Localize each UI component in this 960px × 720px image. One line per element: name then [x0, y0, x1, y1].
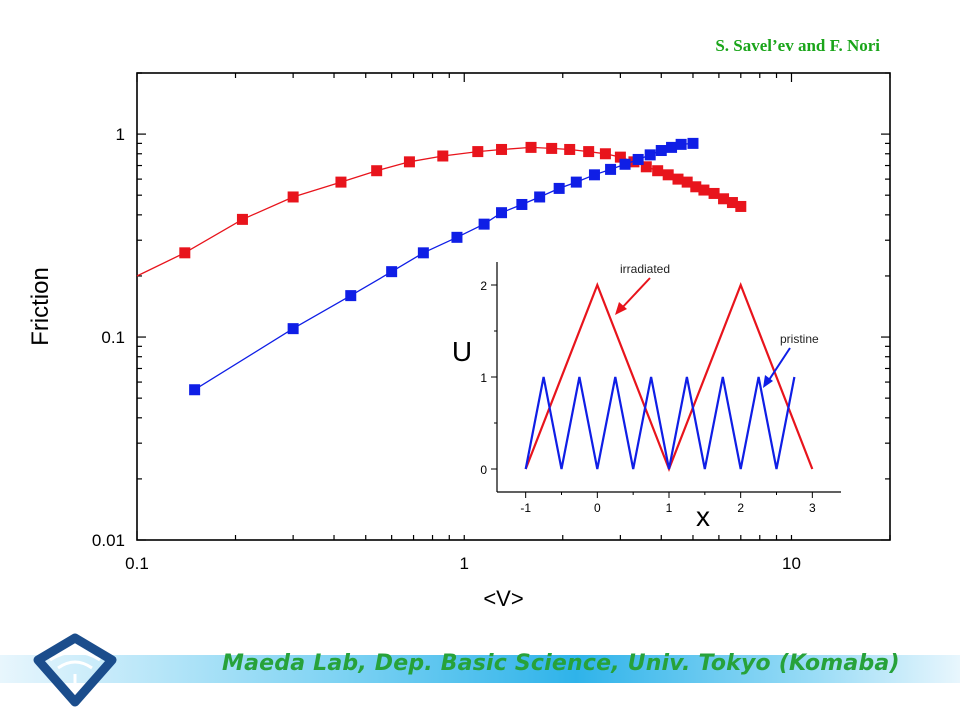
data-point — [652, 165, 664, 177]
data-point — [708, 187, 720, 199]
data-point — [681, 176, 693, 188]
data-point — [599, 148, 611, 160]
data-point — [735, 200, 747, 212]
data-point — [564, 143, 576, 155]
data-point — [690, 181, 702, 193]
data-point — [605, 163, 617, 175]
y-tick-label: 0.01 — [92, 531, 125, 550]
data-point — [698, 184, 710, 196]
data-point — [516, 198, 528, 210]
data-point — [417, 247, 429, 259]
annotation-arrow-head — [763, 375, 773, 388]
inset-y-axis-label: U — [452, 336, 472, 367]
annotation-pristine: pristine — [780, 332, 819, 346]
data-point — [478, 218, 490, 230]
data-point — [546, 142, 558, 154]
main-plot: 0.1 1 100.010.11<V>Friction — [27, 72, 891, 611]
inset-series-line — [524, 376, 796, 470]
data-point — [179, 247, 191, 259]
data-point — [534, 191, 546, 203]
friction-chart: 0.1 1 100.010.11<V>Friction -1 0 1 2 3012xUirr… — [27, 72, 891, 611]
x-tick-label: 1 — [460, 554, 469, 573]
data-point — [525, 141, 537, 153]
data-point — [451, 231, 463, 243]
x-tick-label: 10 — [782, 554, 801, 573]
x-axis-label: <V> — [483, 586, 523, 611]
data-point — [437, 150, 449, 162]
data-point — [655, 145, 667, 157]
data-point — [619, 158, 631, 170]
x-tick-label: 0.1 — [125, 554, 149, 573]
data-point — [644, 149, 656, 161]
author-credit: S. Savel’ev and F. Nori — [715, 36, 880, 55]
data-point — [553, 182, 565, 194]
data-point — [189, 384, 201, 396]
footer-bar — [0, 655, 960, 683]
inset-background — [455, 255, 845, 535]
inset-x-tick-label: 1 — [666, 501, 673, 515]
data-point — [236, 213, 248, 225]
annotation-arrow — [766, 347, 791, 384]
inset-x-tick-label: 0 — [594, 501, 601, 515]
data-point — [726, 197, 738, 209]
footer-lab-name: Maeda Lab, Dep. Basic Science, Univ. Tok… — [222, 651, 900, 676]
annotation-irradiated: irradiated — [620, 262, 670, 276]
data-point — [371, 165, 383, 177]
plot-frame — [136, 72, 891, 541]
y-axis-label: Friction — [27, 267, 54, 346]
y-tick-label: 0.1 — [101, 328, 125, 347]
inset-x-axis-label: x — [696, 501, 710, 532]
inset-y-tick-label: 0 — [480, 463, 487, 477]
data-point — [403, 156, 415, 168]
data-point — [386, 266, 398, 278]
data-point — [718, 193, 730, 205]
data-point — [335, 176, 347, 188]
data-point — [496, 207, 508, 219]
annotation-arrow — [619, 277, 651, 311]
data-point — [345, 290, 357, 302]
data-point — [570, 176, 582, 188]
data-point — [632, 153, 644, 165]
data-point — [472, 146, 484, 158]
inset-x-tick-label: 3 — [809, 501, 816, 515]
data-point — [662, 169, 674, 181]
data-point — [496, 143, 508, 155]
data-point — [287, 191, 299, 203]
annotation-arrow-head — [615, 302, 627, 315]
inset-x-tick-label: -1 — [520, 501, 531, 515]
y-tick-label: 1 — [116, 125, 125, 144]
data-point — [666, 141, 678, 153]
data-point — [287, 323, 299, 335]
data-point — [672, 173, 684, 185]
lab-logo-icon — [33, 633, 117, 707]
inset-x-tick-label: 2 — [737, 501, 744, 515]
data-point — [687, 137, 699, 149]
data-point — [640, 161, 652, 173]
data-point — [588, 169, 600, 181]
data-point — [583, 146, 595, 158]
inset-y-tick-label: 2 — [480, 279, 487, 293]
data-point — [614, 151, 626, 163]
inset-y-tick-label: 1 — [480, 371, 487, 385]
data-point — [675, 138, 687, 150]
